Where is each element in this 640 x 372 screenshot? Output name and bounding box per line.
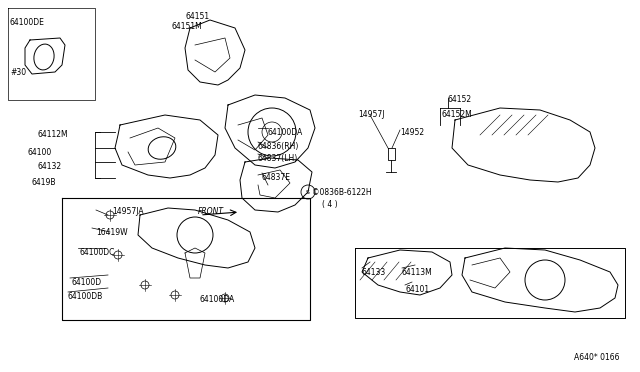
Text: 64100DA: 64100DA bbox=[200, 295, 236, 304]
Text: #30: #30 bbox=[10, 68, 26, 77]
Text: 64100DA: 64100DA bbox=[268, 128, 303, 137]
Text: S: S bbox=[306, 189, 310, 195]
Text: ( 4 ): ( 4 ) bbox=[322, 200, 338, 209]
Text: 64151M: 64151M bbox=[172, 22, 203, 31]
Text: 64152: 64152 bbox=[448, 95, 472, 104]
Text: 14952: 14952 bbox=[400, 128, 424, 137]
Text: 64100DE: 64100DE bbox=[10, 18, 45, 27]
Text: 64100: 64100 bbox=[28, 148, 52, 157]
Text: 64133: 64133 bbox=[362, 268, 387, 277]
Text: 64836(RH): 64836(RH) bbox=[258, 142, 300, 151]
Text: 6419B: 6419B bbox=[32, 178, 56, 187]
Text: 64100D: 64100D bbox=[72, 278, 102, 287]
Text: 64132: 64132 bbox=[38, 162, 62, 171]
Text: 16419W: 16419W bbox=[96, 228, 127, 237]
Text: 14957J: 14957J bbox=[358, 110, 385, 119]
Text: 64837E: 64837E bbox=[262, 173, 291, 182]
Text: 64101: 64101 bbox=[405, 285, 429, 294]
Text: 64100DC: 64100DC bbox=[80, 248, 115, 257]
Text: 64113M: 64113M bbox=[402, 268, 433, 277]
Text: A640* 0166: A640* 0166 bbox=[575, 353, 620, 362]
Text: 64152M: 64152M bbox=[441, 110, 472, 119]
Text: 14957JA: 14957JA bbox=[112, 207, 143, 216]
Text: 64151: 64151 bbox=[185, 12, 209, 21]
Text: 64837(LH): 64837(LH) bbox=[258, 154, 298, 163]
Text: FRONT: FRONT bbox=[198, 207, 224, 216]
Text: 64112M: 64112M bbox=[38, 130, 68, 139]
Text: 64100DB: 64100DB bbox=[68, 292, 103, 301]
Text: ©0836B-6122H: ©0836B-6122H bbox=[312, 188, 372, 197]
